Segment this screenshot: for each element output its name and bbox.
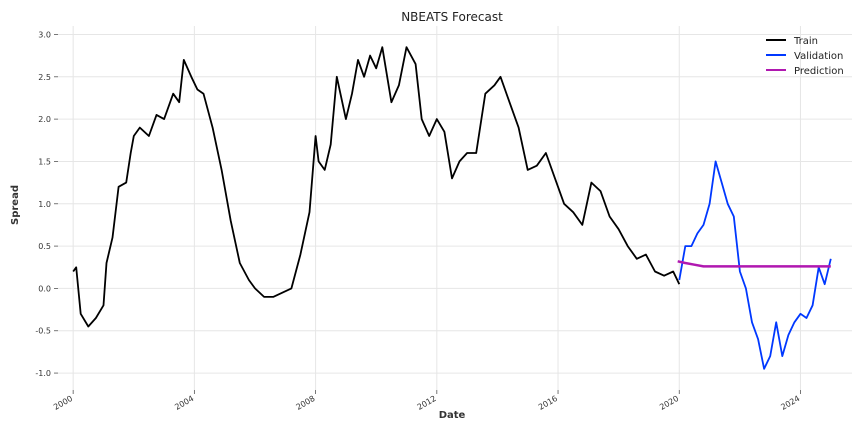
y-tick-label: 2.5 <box>38 73 51 82</box>
grid <box>58 26 852 390</box>
legend: Train Validation Prediction <box>766 36 844 77</box>
y-tick-label: 2.0 <box>38 115 51 124</box>
y-tick-label: -0.5 <box>35 327 51 336</box>
train-line <box>72 46 681 328</box>
x-tick-label: 2020 <box>658 394 680 412</box>
legend-label-train: Train <box>793 36 818 47</box>
legend-label-prediction: Prediction <box>794 66 844 77</box>
y-tick-label: 1.5 <box>38 157 51 166</box>
y-tick-label: 0.5 <box>38 242 51 251</box>
legend-label-validation: Validation <box>794 51 843 62</box>
y-axis: -1.0 -0.5 0.0 0.5 1.0 1.5 2.0 2.5 3.0 <box>35 30 58 378</box>
x-tick-label: 2024 <box>779 394 801 412</box>
validation-line <box>678 160 832 370</box>
x-tick-label: 2008 <box>294 394 316 412</box>
x-axis-title: Date <box>439 410 466 421</box>
y-tick-label: -1.0 <box>35 369 51 378</box>
y-axis-title: Spread <box>10 185 21 225</box>
x-tick-label: 2000 <box>52 394 74 412</box>
x-tick-label: 2012 <box>416 394 438 412</box>
prediction-line <box>677 260 831 268</box>
chart-title: NBEATS Forecast <box>401 10 503 24</box>
y-tick-label: 0.0 <box>38 284 51 293</box>
x-tick-label: 2016 <box>537 394 559 412</box>
y-tick-label: 1.0 <box>38 200 51 209</box>
x-axis: 2000 2004 2008 2012 2016 2020 2024 <box>52 390 801 412</box>
series-layer <box>72 46 832 370</box>
y-tick-label: 3.0 <box>38 30 51 39</box>
x-tick-label: 2004 <box>173 394 195 412</box>
